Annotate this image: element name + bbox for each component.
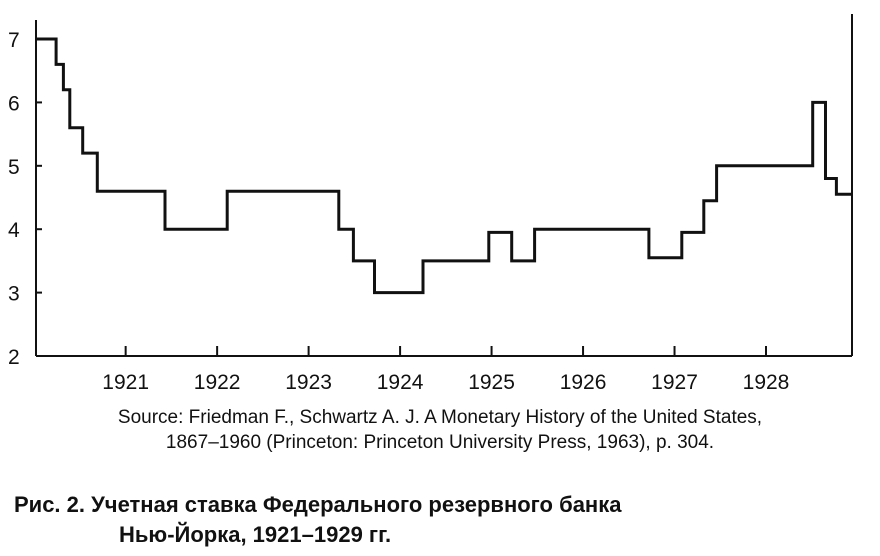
x-tick-label: 1926: [560, 371, 607, 394]
source-note: Source: Friedman F., Schwartz A. J. A Mo…: [0, 405, 880, 455]
x-ticks: 1921 1922 1923 1924 1925 1926 1927 1928: [102, 346, 789, 394]
y-tick-label: 5: [8, 156, 20, 179]
x-tick-label: 1922: [194, 371, 241, 394]
caption-line-2: Нью-Йорка, 1921–1929 гг.: [119, 522, 392, 547]
caption-line-1: Рис. 2. Учетная ставка Федерального резе…: [14, 492, 622, 517]
x-tick-label: 1928: [743, 371, 790, 394]
source-line-2: 1867–1960 (Princeton: Princeton Universi…: [165, 432, 715, 453]
x-tick-label: 1927: [651, 371, 698, 394]
y-tick-label: 2: [8, 346, 20, 369]
y-tick-label: 4: [8, 219, 20, 242]
x-tick-label: 1925: [468, 371, 515, 394]
source-line-1: Source: Friedman F., Schwartz A. J. A Mo…: [117, 407, 763, 428]
y-tick-label: 7: [8, 29, 20, 52]
figure-caption: Рис. 2. Учетная ставка Федерального резе…: [14, 490, 621, 550]
y-tick-label: 3: [8, 283, 20, 306]
x-tick-label: 1924: [377, 371, 424, 394]
x-tick-label: 1921: [102, 371, 149, 394]
y-ticks: 2 3 4 5 6 7: [8, 29, 42, 369]
x-tick-label: 1923: [285, 371, 332, 394]
y-tick-label: 6: [8, 92, 20, 115]
chart: 1921 1922 1923 1924 1925 1926 1927 1928 2 3 4 5 6 7: [8, 14, 853, 394]
series-line-discount-rate: [36, 37, 852, 295]
